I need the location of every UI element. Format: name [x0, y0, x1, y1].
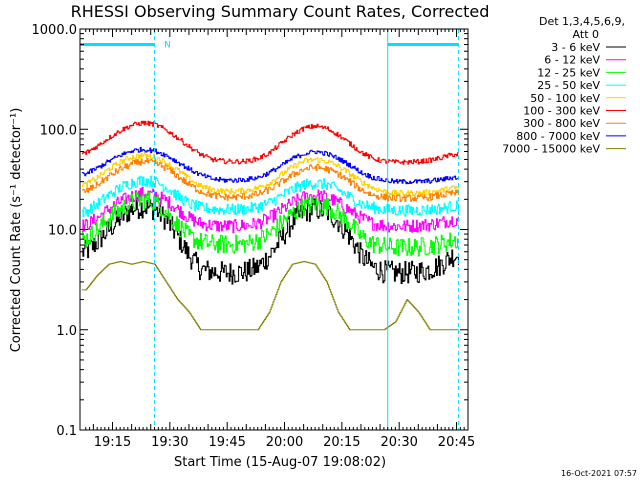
legend-label-3: 25 - 50 keV — [537, 79, 600, 92]
y-tick-label: 1000.0 — [32, 23, 78, 38]
legend-label-2: 12 - 25 keV — [537, 66, 600, 79]
generation-timestamp: 16-Oct-2021 07:57 — [561, 469, 637, 478]
legend-label-1: 6 - 12 keV — [544, 54, 600, 67]
y-tick-label: 0.1 — [56, 424, 77, 439]
y-tick-label: 100.0 — [40, 123, 77, 138]
legend-label-5: 100 - 300 keV — [523, 105, 600, 118]
legend-label-7: 800 - 7000 keV — [516, 130, 600, 143]
series-line-25-50keV — [81, 175, 459, 218]
series-layer — [81, 120, 459, 331]
legend-label-6: 300 - 800 keV — [523, 117, 600, 130]
x-tick-label: 19:45 — [208, 435, 245, 450]
series-line-7000-15000keV — [81, 261, 459, 331]
y-tick-label: 1.0 — [56, 324, 77, 339]
x-tick-label: 20:45 — [438, 435, 475, 450]
x-tick-label: 19:15 — [94, 435, 131, 450]
series-line-50-100keV — [81, 152, 459, 197]
series-line-300-800keV — [81, 158, 459, 203]
x-tick-label: 19:30 — [151, 435, 188, 450]
series-line-12-25keV — [81, 191, 459, 257]
legend-label-8: 7000 - 15000 keV — [502, 143, 600, 156]
x-tick-label: 20:00 — [266, 435, 303, 450]
y-axis-label: Corrected Count Rate (s⁻¹ detector⁻¹) — [9, 108, 24, 353]
x-tick-label: 20:15 — [323, 435, 360, 450]
chart-title: RHESSI Observing Summary Count Rates, Co… — [71, 2, 490, 21]
legend-label-0: 3 - 6 keV — [551, 41, 600, 54]
legend-header-line-1: Det 1,3,4,5,6,9, — [539, 15, 625, 28]
legend-header-line-2: Att 0 — [573, 28, 599, 41]
axes-layer: 0.1 1.0 10.0 100.0 1000.0 19:15 19:30 19:45 20:0… — [32, 23, 476, 450]
series-line-3-6keV — [81, 197, 459, 285]
y-tick-label: 10.0 — [48, 224, 77, 239]
x-tick-label: 20:30 — [380, 435, 417, 450]
series-line-100-300keV — [81, 120, 459, 165]
x-axis-label: Start Time (15-Aug-07 19:08:02) — [174, 455, 386, 470]
flag-label-2: N — [164, 41, 171, 51]
series-line-800-7000keV — [81, 146, 459, 185]
legend-label-4: 50 - 100 keV — [530, 92, 600, 105]
